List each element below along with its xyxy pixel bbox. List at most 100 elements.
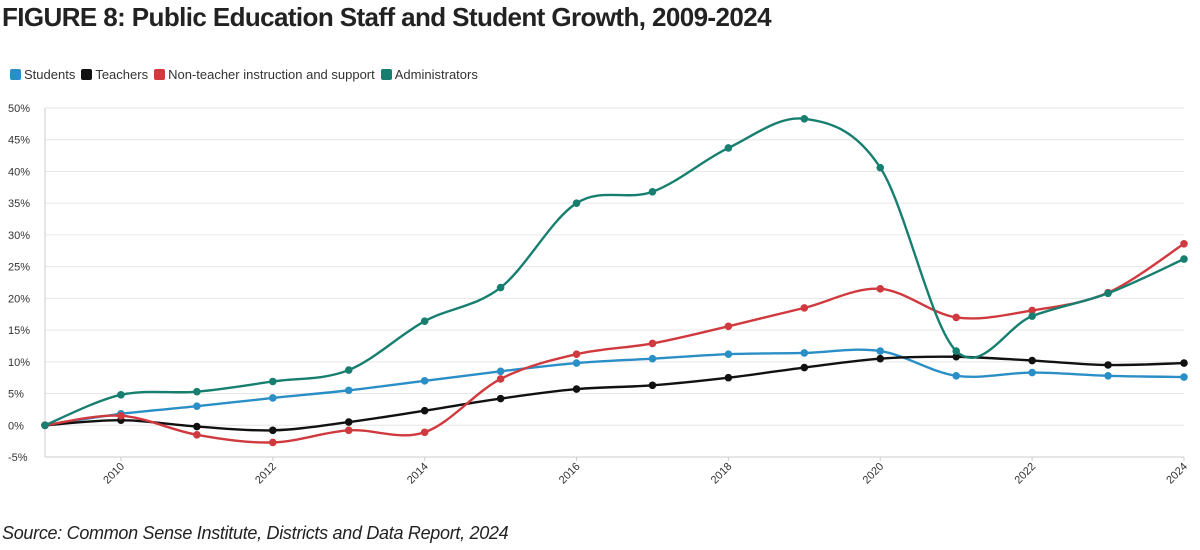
legend-label: Students xyxy=(24,67,76,82)
data-point-administrators[interactable] xyxy=(1104,289,1112,298)
data-point-teachers[interactable] xyxy=(724,373,733,382)
data-point-administrators[interactable] xyxy=(800,114,809,123)
data-point-teachers[interactable] xyxy=(1028,356,1036,365)
data-point-administrators[interactable] xyxy=(496,283,505,292)
data-point-administrators[interactable] xyxy=(1180,255,1188,263)
legend-label: Teachers xyxy=(95,67,149,82)
data-point-non-teacher-instruction-and-support[interactable] xyxy=(800,304,809,312)
series-line-students xyxy=(43,348,1186,427)
y-tick-label: 0% xyxy=(8,420,24,432)
data-point-students[interactable] xyxy=(800,349,809,357)
y-tick-label: 50% xyxy=(8,103,30,115)
data-point-non-teacher-instruction-and-support[interactable] xyxy=(117,411,125,420)
y-axis: -5% 0% 5% 10% 15% 20% 25% 30% 35% 40% 45% 50% xyxy=(8,103,46,464)
y-tick-label: 5% xyxy=(8,389,24,401)
data-point-non-teacher-instruction-and-support[interactable] xyxy=(952,313,960,322)
grid xyxy=(45,107,1184,458)
data-point-non-teacher-instruction-and-support[interactable] xyxy=(876,285,885,293)
data-point-teachers[interactable] xyxy=(648,381,657,390)
series-administrators xyxy=(41,114,1188,430)
data-point-teachers[interactable] xyxy=(420,406,429,415)
y-tick-label: 45% xyxy=(8,135,30,147)
x-tick-label: 2024 xyxy=(1164,461,1190,487)
legend-swatch xyxy=(81,69,93,80)
data-point-students[interactable] xyxy=(420,377,429,385)
data-point-non-teacher-instruction-and-support[interactable] xyxy=(648,339,657,348)
data-point-students[interactable] xyxy=(193,402,201,411)
data-point-teachers[interactable] xyxy=(1104,361,1112,369)
y-tick-label: 20% xyxy=(8,293,30,305)
y-tick-label: 15% xyxy=(8,325,30,337)
figure-title: FIGURE 8: Public Education Staff and Stu… xyxy=(2,2,772,32)
data-point-students[interactable] xyxy=(269,394,277,402)
data-point-non-teacher-instruction-and-support[interactable] xyxy=(1180,239,1188,248)
data-point-students[interactable] xyxy=(1180,373,1188,381)
data-point-administrators[interactable] xyxy=(724,144,733,152)
data-point-students[interactable] xyxy=(572,359,581,367)
data-point-administrators[interactable] xyxy=(1028,312,1036,320)
x-tick-label: 2014 xyxy=(405,461,431,487)
data-point-teachers[interactable] xyxy=(952,352,960,361)
data-point-students[interactable] xyxy=(1104,371,1112,380)
y-tick-label: 35% xyxy=(8,198,30,210)
legend-item-non-teacher-instruction-and-support[interactable]: Non-teacher instruction and support xyxy=(154,67,375,82)
data-point-students[interactable] xyxy=(876,347,885,355)
data-point-teachers[interactable] xyxy=(876,354,885,363)
data-point-students[interactable] xyxy=(496,367,505,376)
y-tick-label: 40% xyxy=(8,166,30,178)
x-tick-label: 2018 xyxy=(709,461,735,487)
data-point-non-teacher-instruction-and-support[interactable] xyxy=(1028,306,1036,315)
data-point-non-teacher-instruction-and-support[interactable] xyxy=(193,430,201,439)
data-point-students[interactable] xyxy=(724,350,733,359)
chart-legend: Students Teachers Non-teacher instruction … xyxy=(10,67,484,82)
data-point-non-teacher-instruction-and-support[interactable] xyxy=(344,426,353,435)
data-point-teachers[interactable] xyxy=(1180,359,1188,367)
y-tick-label: 10% xyxy=(8,357,30,369)
data-point-administrators[interactable] xyxy=(269,377,277,386)
line-chart: -5%0%5%10%15%20%25%30%35%40%45%50%2010 20… xyxy=(8,103,1190,487)
data-point-teachers[interactable] xyxy=(193,422,201,431)
data-point-non-teacher-instruction-and-support[interactable] xyxy=(572,350,581,359)
legend-item-students[interactable]: Students xyxy=(10,67,75,82)
data-point-students[interactable] xyxy=(648,354,657,363)
x-tick-label: 2020 xyxy=(861,461,887,487)
data-point-teachers[interactable] xyxy=(344,418,353,426)
data-point-teachers[interactable] xyxy=(496,394,505,403)
y-tick-label: 30% xyxy=(8,230,30,242)
data-point-administrators[interactable] xyxy=(117,391,125,399)
y-tick-label: -5% xyxy=(8,452,28,464)
data-point-non-teacher-instruction-and-support[interactable] xyxy=(496,375,505,383)
data-point-administrators[interactable] xyxy=(876,163,885,172)
x-tick-label: 2012 xyxy=(253,461,279,487)
data-point-non-teacher-instruction-and-support[interactable] xyxy=(420,428,429,437)
y-tick-label: 25% xyxy=(8,262,30,274)
data-point-administrators[interactable] xyxy=(41,421,49,430)
data-point-administrators[interactable] xyxy=(572,199,581,207)
data-point-administrators[interactable] xyxy=(648,187,657,196)
data-point-students[interactable] xyxy=(952,371,960,380)
x-tick-label: 2010 xyxy=(101,461,127,487)
data-point-non-teacher-instruction-and-support[interactable] xyxy=(724,322,733,331)
series-line-teachers xyxy=(43,355,1186,432)
x-tick-label: 2022 xyxy=(1012,461,1038,487)
data-point-non-teacher-instruction-and-support[interactable] xyxy=(269,438,277,447)
x-axis: 2010 2012 2014 2016 2018 2020 2022 2024 xyxy=(45,456,1190,487)
legend-label: Administrators xyxy=(394,67,478,82)
data-point-teachers[interactable] xyxy=(800,363,809,372)
data-point-teachers[interactable] xyxy=(572,385,581,393)
legend-swatch xyxy=(380,69,392,80)
x-tick-label: 2016 xyxy=(557,461,583,487)
legend-swatch xyxy=(154,69,166,80)
data-point-administrators[interactable] xyxy=(952,347,960,355)
legend-item-teachers[interactable]: Teachers xyxy=(81,67,148,82)
data-point-students[interactable] xyxy=(344,386,353,395)
source-note: Source: Common Sense Institute, District… xyxy=(2,523,509,543)
legend-item-administrators[interactable]: Administrators xyxy=(380,67,478,82)
data-point-administrators[interactable] xyxy=(420,317,429,326)
series-line-administrators xyxy=(43,117,1186,427)
data-point-administrators[interactable] xyxy=(193,387,201,396)
data-point-administrators[interactable] xyxy=(344,366,353,374)
data-point-teachers[interactable] xyxy=(269,426,277,435)
series-non-teacher-instruction-and-support xyxy=(41,239,1188,447)
data-point-students[interactable] xyxy=(1028,368,1036,377)
